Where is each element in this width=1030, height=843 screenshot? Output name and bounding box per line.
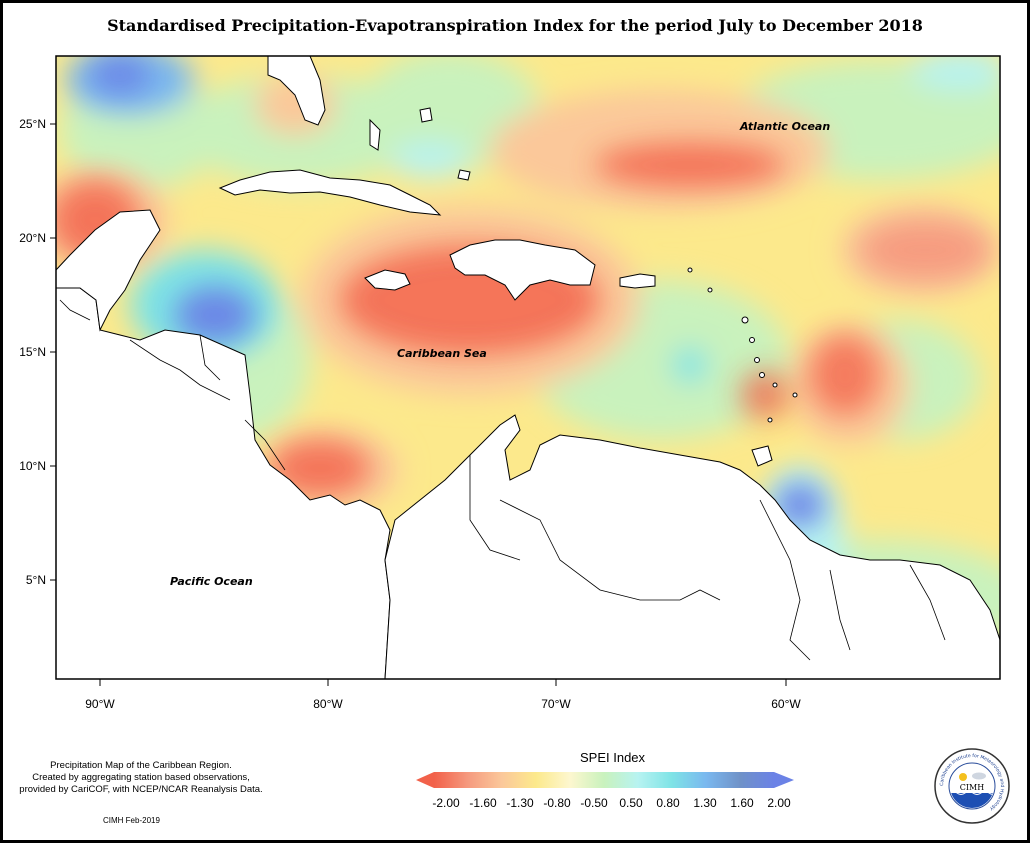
lat-label: 15°N bbox=[19, 345, 46, 359]
map-note: Precipitation Map of the Caribbean Regio… bbox=[6, 760, 276, 796]
lat-label: 10°N bbox=[19, 459, 46, 473]
spei-field bbox=[56, 56, 1000, 679]
caribbean-sea-label: Caribbean Sea bbox=[397, 347, 487, 360]
lon-label: 60°W bbox=[771, 697, 801, 711]
legend-break: 1.30 bbox=[693, 796, 717, 810]
lon-label: 90°W bbox=[85, 697, 115, 711]
legend-break: 1.60 bbox=[730, 796, 754, 810]
note-line: Created by aggregating station based obs… bbox=[32, 772, 250, 783]
atlantic-ocean-label: Atlantic Ocean bbox=[739, 120, 830, 133]
note-line: provided by CariCOF, with NCEP/NCAR Rean… bbox=[19, 784, 263, 795]
legend-title: SPEI Index bbox=[580, 750, 646, 765]
lon-label: 70°W bbox=[541, 697, 571, 711]
pacific-ocean-label: Pacific Ocean bbox=[170, 575, 253, 588]
legend-break: -0.50 bbox=[580, 796, 608, 810]
legend-break: -1.30 bbox=[506, 796, 534, 810]
lon-label: 80°W bbox=[313, 697, 343, 711]
note-line: Precipitation Map of the Caribbean Regio… bbox=[50, 760, 232, 771]
cimh-logo: Caribbean Institute for Meteorology and … bbox=[934, 748, 1010, 824]
logo-text: CIMH bbox=[960, 783, 984, 792]
legend-break: -2.00 bbox=[432, 796, 460, 810]
legend-break: 0.50 bbox=[619, 796, 643, 810]
map-title: Standardised Precipitation-Evapotranspir… bbox=[107, 16, 923, 35]
legend-colorbar bbox=[416, 772, 794, 788]
legend-break: 2.00 bbox=[767, 796, 791, 810]
lat-label: 25°N bbox=[19, 117, 46, 131]
legend-labels: -2.00 -1.60 -1.30 -0.80 -0.50 0.50 0.80 … bbox=[422, 796, 802, 810]
legend-break: -1.60 bbox=[469, 796, 497, 810]
plot-frame bbox=[55, 55, 1001, 680]
lat-label: 20°N bbox=[19, 231, 46, 245]
credit-text: CIMH Feb-2019 bbox=[103, 816, 160, 825]
legend-break: 0.80 bbox=[656, 796, 680, 810]
lon-ticks bbox=[99, 679, 787, 686]
legend-break: -0.80 bbox=[543, 796, 571, 810]
lat-ticks bbox=[50, 123, 56, 581]
lat-label: 5°N bbox=[26, 573, 46, 587]
